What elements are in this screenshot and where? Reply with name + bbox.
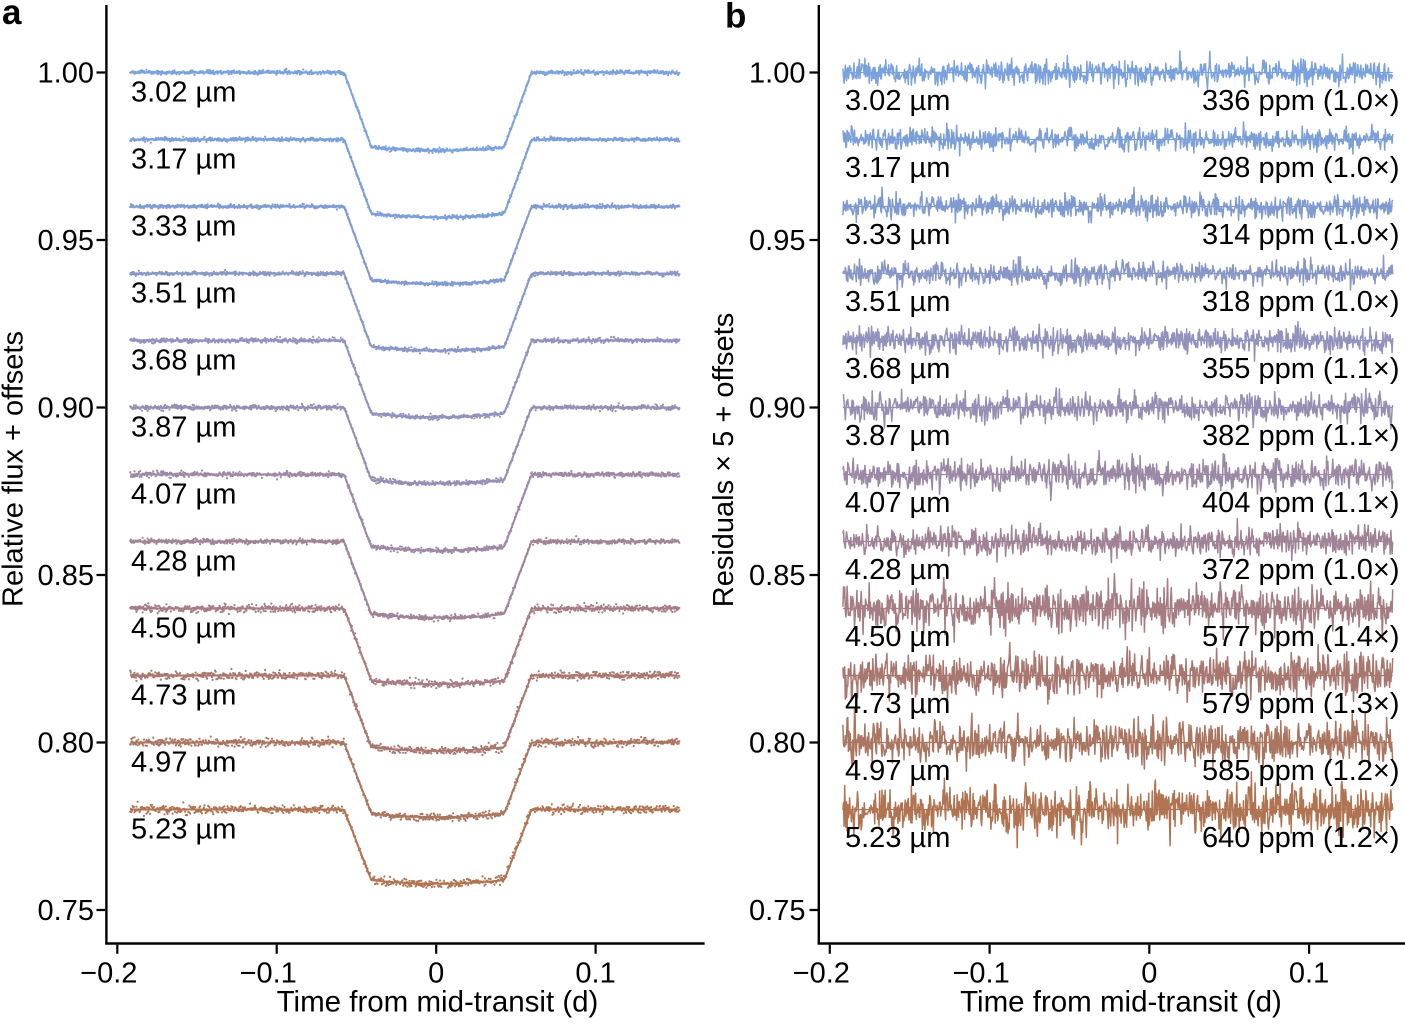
svg-text:4.50 µm: 4.50 µm	[845, 621, 950, 653]
svg-text:0.90: 0.90	[38, 392, 94, 424]
svg-text:−0.2: −0.2	[80, 958, 137, 990]
svg-text:3.02 µm: 3.02 µm	[845, 85, 950, 117]
svg-text:−0.1: −0.1	[240, 958, 297, 990]
svg-text:318 ppm (1.0×): 318 ppm (1.0×)	[1202, 286, 1399, 318]
svg-text:3.51 µm: 3.51 µm	[845, 286, 950, 318]
svg-text:1.00: 1.00	[749, 57, 805, 89]
svg-text:0.75: 0.75	[749, 895, 805, 927]
svg-text:0.75: 0.75	[38, 895, 94, 927]
svg-text:585 ppm (1.2×): 585 ppm (1.2×)	[1202, 755, 1399, 787]
svg-text:4.73 µm: 4.73 µm	[131, 680, 236, 712]
svg-text:0.1: 0.1	[1289, 958, 1329, 990]
svg-text:Relative flux + offsets: Relative flux + offsets	[0, 331, 30, 607]
svg-text:3.68 µm: 3.68 µm	[131, 345, 236, 377]
svg-text:4.07 µm: 4.07 µm	[131, 479, 236, 511]
svg-text:a: a	[2, 0, 22, 32]
svg-text:3.02 µm: 3.02 µm	[131, 77, 236, 109]
svg-text:4.28 µm: 4.28 µm	[845, 554, 950, 586]
svg-text:−0.2: −0.2	[793, 958, 850, 990]
svg-text:0.95: 0.95	[38, 225, 94, 257]
svg-text:0.1: 0.1	[575, 958, 615, 990]
svg-text:4.28 µm: 4.28 µm	[131, 546, 236, 578]
svg-text:336 ppm (1.0×): 336 ppm (1.0×)	[1202, 85, 1399, 117]
svg-text:0.90: 0.90	[749, 392, 805, 424]
svg-text:Time from mid-transit (d): Time from mid-transit (d)	[277, 986, 599, 1019]
svg-text:4.97 µm: 4.97 µm	[131, 747, 236, 779]
svg-text:382 ppm (1.1×): 382 ppm (1.1×)	[1202, 420, 1399, 452]
svg-text:3.51 µm: 3.51 µm	[131, 278, 236, 310]
svg-text:577 ppm (1.4×): 577 ppm (1.4×)	[1202, 621, 1399, 653]
svg-text:4.07 µm: 4.07 µm	[845, 487, 950, 519]
svg-text:1.00: 1.00	[38, 57, 94, 89]
svg-text:−0.1: −0.1	[952, 958, 1009, 990]
svg-text:Residuals × 5 + offsets: Residuals × 5 + offsets	[708, 313, 740, 607]
svg-text:298 ppm (1.0×): 298 ppm (1.0×)	[1202, 152, 1399, 184]
svg-text:3.33 µm: 3.33 µm	[131, 211, 236, 243]
svg-text:4.50 µm: 4.50 µm	[131, 613, 236, 645]
svg-text:0.85: 0.85	[38, 560, 94, 592]
svg-text:3.87 µm: 3.87 µm	[845, 420, 950, 452]
svg-text:404 ppm (1.1×): 404 ppm (1.1×)	[1202, 487, 1399, 519]
svg-text:4.73 µm: 4.73 µm	[845, 688, 950, 720]
svg-text:5.23 µm: 5.23 µm	[845, 822, 950, 854]
svg-text:4.97 µm: 4.97 µm	[845, 755, 950, 787]
svg-text:640 ppm (1.2×): 640 ppm (1.2×)	[1202, 822, 1399, 854]
svg-text:3.87 µm: 3.87 µm	[131, 412, 236, 444]
svg-text:355 ppm (1.1×): 355 ppm (1.1×)	[1202, 353, 1399, 385]
svg-text:0.85: 0.85	[749, 560, 805, 592]
svg-text:0.80: 0.80	[749, 727, 805, 759]
svg-text:579 ppm (1.3×): 579 ppm (1.3×)	[1202, 688, 1399, 720]
svg-text:b: b	[725, 0, 746, 36]
svg-text:5.23 µm: 5.23 µm	[131, 814, 236, 846]
svg-text:3.17 µm: 3.17 µm	[845, 152, 950, 184]
svg-text:0.95: 0.95	[749, 225, 805, 257]
svg-text:Time from mid-transit (d): Time from mid-transit (d)	[960, 986, 1282, 1019]
svg-text:0: 0	[428, 958, 444, 990]
svg-text:314 ppm (1.0×): 314 ppm (1.0×)	[1202, 219, 1399, 251]
svg-text:0: 0	[1141, 958, 1157, 990]
svg-text:3.68 µm: 3.68 µm	[845, 353, 950, 385]
svg-text:0.80: 0.80	[38, 727, 94, 759]
svg-text:372 ppm (1.0×): 372 ppm (1.0×)	[1202, 554, 1399, 586]
svg-text:3.33 µm: 3.33 µm	[845, 219, 950, 251]
svg-text:3.17 µm: 3.17 µm	[131, 144, 236, 176]
